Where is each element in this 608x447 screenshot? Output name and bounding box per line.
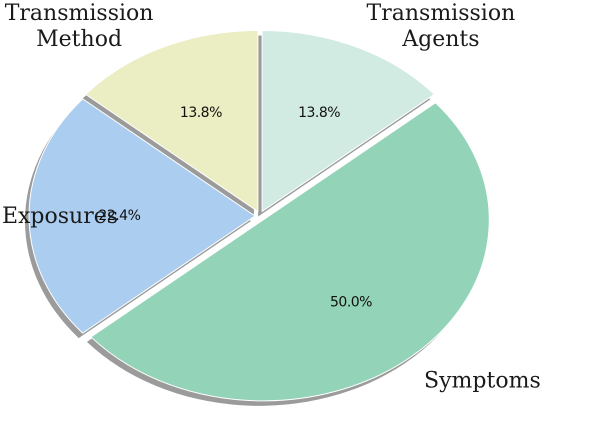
- percent-label-symptoms: 50.0%: [330, 295, 372, 311]
- slice-symptoms: [90, 102, 490, 402]
- category-label-line: Agents: [401, 27, 479, 52]
- category-label-line: Transmission: [5, 1, 154, 26]
- percentage-labels: 13.8% 22.4% 50.0% 13.8%: [98, 105, 372, 311]
- slice-transmission-agents: [261, 29, 436, 213]
- category-label-transmission-agents: Transmission Agents: [367, 1, 516, 52]
- category-label-transmission-method: Transmission Method: [5, 1, 154, 52]
- category-labels: Transmission MethodExposuresSymptomsTrans…: [2, 1, 541, 394]
- percent-label-exposures: 22.4%: [98, 208, 140, 224]
- category-label-exposures: Exposures: [2, 204, 118, 229]
- slice-exposures: [28, 98, 256, 334]
- slice-transmission-method: [84, 29, 259, 213]
- category-label-line: Exposures: [2, 204, 118, 229]
- pie-slices: [28, 29, 490, 402]
- category-label-line: Transmission: [367, 1, 516, 26]
- category-label-line: Method: [36, 27, 122, 52]
- percent-label-transmission-agents: 13.8%: [298, 105, 340, 121]
- percent-label-transmission-method: 13.8%: [180, 105, 222, 121]
- category-label-line: Symptoms: [424, 369, 541, 394]
- category-label-symptoms: Symptoms: [424, 369, 541, 394]
